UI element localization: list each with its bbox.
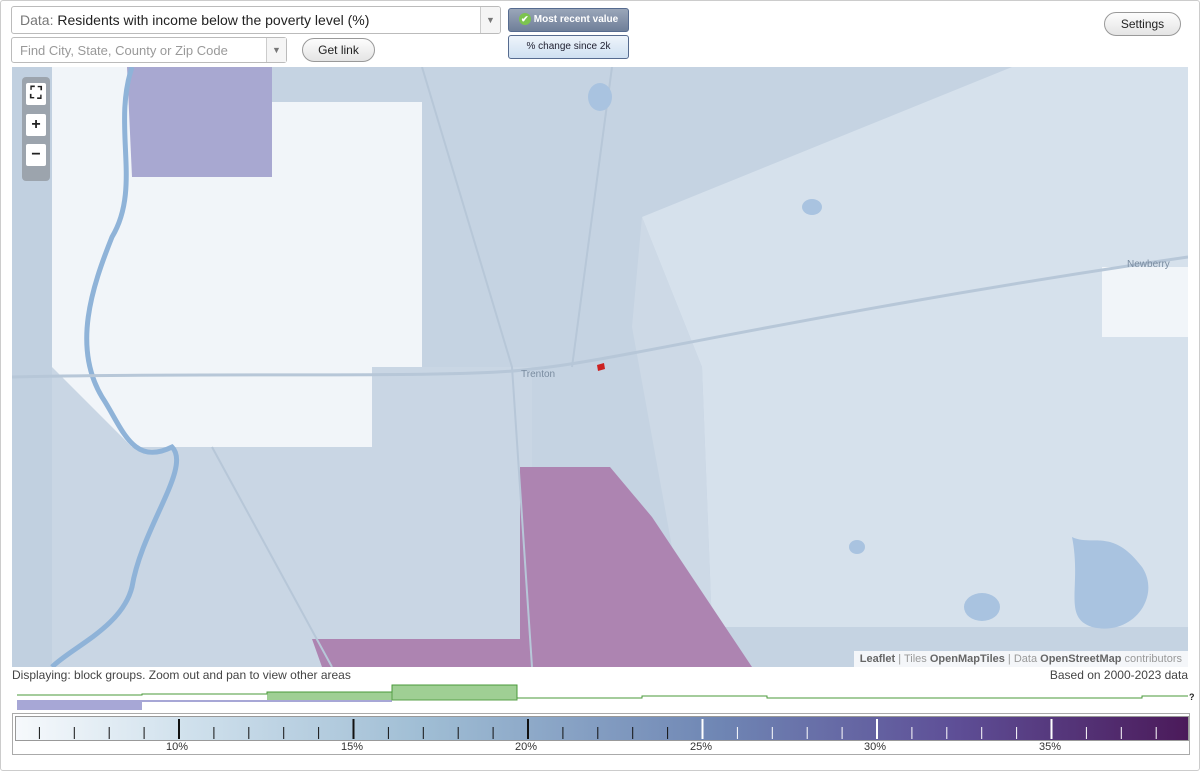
place-label-newberry: Newberry — [1127, 259, 1170, 270]
chevron-down-icon[interactable]: ▼ — [266, 38, 286, 62]
legend-label-25: 25% — [689, 741, 713, 753]
data-range-note: Based on 2000-2023 data — [1049, 668, 1188, 682]
legend-label-30: 30% — [863, 741, 887, 753]
legend-label-35: 35% — [1038, 741, 1062, 753]
help-icon[interactable]: ? — [1189, 692, 1195, 702]
search-input[interactable] — [12, 38, 262, 62]
search-field[interactable]: ▼ — [11, 37, 287, 63]
map-attribution: Leaflet | Tiles OpenMapTiles | Data Open… — [853, 651, 1188, 667]
zoom-control: ⛶ + − — [22, 77, 50, 181]
fullscreen-icon[interactable]: ⛶ — [26, 83, 46, 105]
color-legend: 10% 15% 20% 25% 30% 35% — [12, 713, 1190, 755]
zoom-in-button[interactable]: + — [26, 114, 46, 136]
data-select-prefix: Data: — [20, 12, 54, 28]
data-select[interactable]: Data: Residents with income below the po… — [11, 6, 501, 34]
most-recent-label: Most recent value — [533, 14, 619, 25]
openmaptiles-link[interactable]: OpenMapTiles — [929, 653, 1005, 665]
map-canvas[interactable] — [12, 67, 1188, 667]
legend-ticks — [38, 719, 1157, 739]
tiles-prefix: Tiles — [903, 653, 927, 665]
contributors-label: contributors — [1124, 653, 1182, 665]
legend-label-10: 10% — [165, 741, 189, 753]
displaying-note: Displaying: block groups. Zoom out and p… — [12, 668, 351, 682]
data-prefix: Data — [1013, 653, 1038, 665]
openstreetmap-link[interactable]: OpenStreetMap — [1040, 653, 1122, 665]
histogram-bar-current — [391, 684, 518, 701]
histogram-bar-2000 — [17, 700, 142, 710]
legend-label-20: 20% — [514, 741, 538, 753]
place-label-trenton: Trenton — [521, 369, 556, 380]
legend-gradient — [15, 716, 1189, 741]
check-icon: ✔ — [518, 13, 531, 26]
leaflet-link[interactable]: Leaflet — [859, 653, 896, 665]
settings-button[interactable]: Settings — [1104, 12, 1181, 36]
change-since-toggle[interactable]: % change since 2k — [508, 35, 629, 59]
map[interactable]: Trenton Newberry ⛶ + − Leaflet | Tiles O… — [12, 67, 1188, 667]
zoom-out-button[interactable]: − — [26, 144, 46, 166]
chevron-down-icon[interactable]: ▼ — [480, 7, 500, 33]
legend-label-15: 15% — [340, 741, 364, 753]
get-link-button[interactable]: Get link — [302, 38, 375, 62]
distribution-histogram — [17, 684, 1188, 710]
data-select-value: Residents with income below the poverty … — [57, 12, 370, 28]
most-recent-toggle[interactable]: ✔ Most recent value — [508, 8, 629, 32]
